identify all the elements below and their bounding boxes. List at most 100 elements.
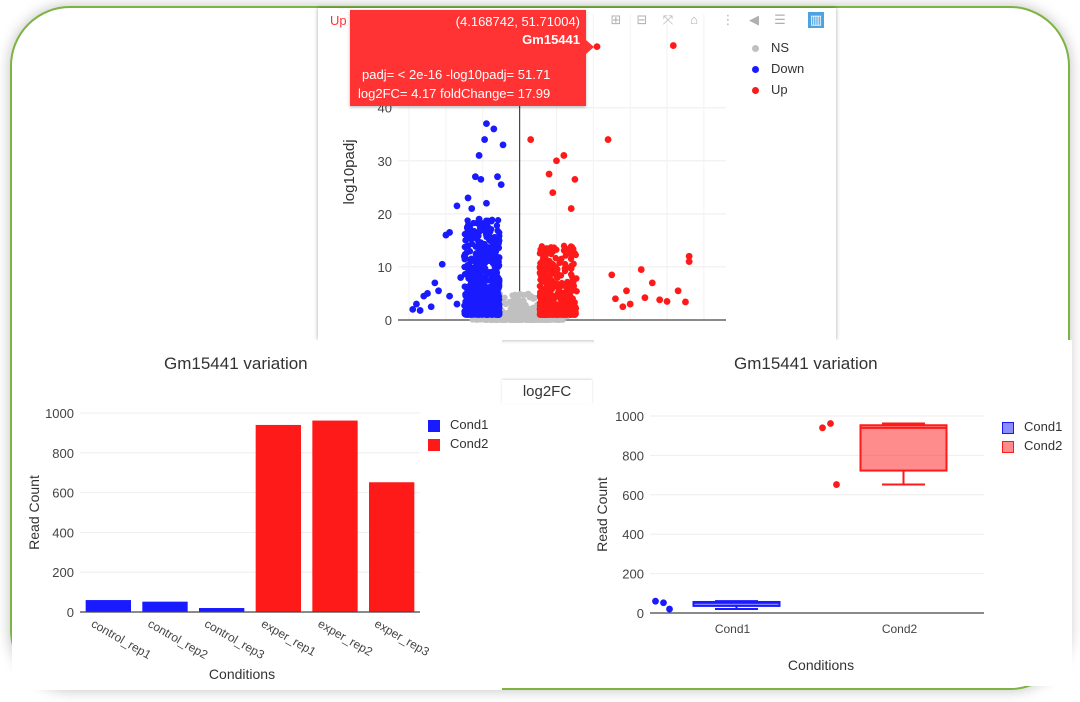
- volcano-point-down: [495, 229, 503, 236]
- volcano-point-down: [438, 260, 446, 268]
- volcano-point-down: [471, 296, 478, 303]
- box-plot-svg[interactable]: 0 200 400 600 800 1000 Cond1 Cond2 Conditions Rea…: [594, 340, 1072, 686]
- volcano-point-up: [536, 307, 544, 314]
- volcano-point-ns: [473, 316, 480, 323]
- volcano-point-down: [463, 235, 471, 242]
- spike-lines-icon[interactable]: ⋮: [721, 12, 735, 27]
- box-legend-cond2[interactable]: Cond2: [1002, 438, 1062, 453]
- volcano-point-down: [480, 278, 488, 285]
- volcano-point-up: [562, 298, 569, 306]
- volcano-point-down: [483, 120, 490, 128]
- volcano-point-down: [416, 307, 424, 314]
- volcano-point-up: [558, 305, 565, 313]
- volcano-point-up: [567, 243, 575, 250]
- volcano-point-up: [567, 271, 575, 278]
- volcano-point-down: [485, 268, 492, 276]
- volcano-point-down: [472, 235, 480, 242]
- volcano-point-down: [470, 272, 477, 279]
- volcano-point-down: [483, 221, 490, 228]
- volcano-point-down: [462, 292, 469, 299]
- volcano-point-down: [463, 297, 471, 305]
- volcano-point-up: [548, 250, 555, 258]
- hover-closest-icon[interactable]: ◀: [749, 12, 759, 27]
- volcano-point-down: [472, 250, 479, 257]
- volcano-point-down: [457, 274, 465, 281]
- autoscale-icon[interactable]: ⤧: [662, 12, 674, 27]
- volcano-point-down: [471, 173, 479, 181]
- volcano-point-down: [495, 244, 503, 252]
- volcano-point-down: [489, 279, 496, 286]
- box-y-tick-label: 0: [637, 606, 644, 621]
- bar-control_rep2: [142, 601, 188, 612]
- bar-chart-panel[interactable]: Gm15441 variation 0 200 400 600 800 1000 contr…: [12, 340, 502, 690]
- volcano-point-up: [656, 296, 664, 304]
- volcano-point-up: [560, 242, 568, 250]
- volcano-point-down: [494, 259, 502, 267]
- volcano-point-ns: [509, 312, 516, 319]
- volcano-point-up: [573, 288, 580, 295]
- box-plot-title: Gm15441 variation: [734, 354, 878, 373]
- legend-up[interactable]: Up: [752, 82, 788, 97]
- legend-ns[interactable]: NS: [752, 40, 789, 55]
- volcano-point-down: [497, 181, 505, 189]
- volcano-plot-svg[interactable]: 0102030400log10padj: [318, 8, 836, 340]
- volcano-point-up: [561, 267, 569, 275]
- box-y-axis-label: Read Count: [594, 477, 610, 552]
- volcano-point-down: [489, 296, 496, 303]
- bar-x-tick-label: exper_rep2: [316, 616, 376, 659]
- box-legend-cond1[interactable]: Cond1: [1002, 419, 1062, 434]
- volcano-point-up: [568, 281, 575, 289]
- bar-chart-title: Gm15441 variation: [164, 354, 308, 373]
- volcano-point-up: [612, 295, 619, 303]
- volcano-point-down: [499, 141, 507, 149]
- volcano-point-ns: [509, 301, 516, 308]
- volcano-point-down: [477, 175, 485, 183]
- volcano-point-down: [494, 173, 501, 181]
- volcano-point-down: [494, 292, 501, 299]
- bar-legend-cond2-swatch: [428, 438, 440, 451]
- volcano-point-down: [435, 287, 442, 295]
- bar-legend-cond1[interactable]: Cond1: [428, 417, 488, 432]
- volcano-point-ns: [527, 316, 534, 323]
- volcano-point-down: [446, 292, 453, 300]
- box-y-tick-label: 400: [622, 527, 644, 542]
- bar-y-tick-label: 800: [52, 446, 74, 461]
- volcano-point-up: [637, 266, 645, 273]
- legend-down[interactable]: Down: [752, 61, 804, 76]
- volcano-point-down: [431, 279, 439, 287]
- bar-chart-svg[interactable]: 02004006008001000control_rep1control_rep…: [12, 340, 502, 690]
- volcano-point-up: [553, 283, 560, 290]
- box-y-tick-label: 800: [622, 448, 644, 463]
- hover-compare-icon[interactable]: ☰: [774, 12, 786, 27]
- box-Cond2: [859, 424, 948, 472]
- plotly-logo-icon[interactable]: ▥: [808, 12, 824, 28]
- volcano-point-up: [569, 304, 577, 311]
- volcano-point-down: [479, 267, 486, 275]
- volcano-point-up: [569, 310, 576, 317]
- box-point-Cond2: [827, 420, 834, 427]
- volcano-point-up: [545, 170, 553, 178]
- bar-x-tick-label: control_rep2: [146, 616, 211, 662]
- volcano-point-down: [461, 283, 468, 290]
- volcano-point-ns: [516, 292, 523, 299]
- volcano-point-up: [619, 303, 627, 311]
- volcano-point-down: [481, 136, 489, 143]
- volcano-point-down: [483, 199, 490, 207]
- box-plot-panel[interactable]: Gm15441 variation 0 200 400 600 800 1000 Cond1…: [594, 340, 1072, 686]
- home-icon[interactable]: ⌂: [690, 12, 698, 27]
- volcano-point-down: [494, 299, 502, 306]
- volcano-point-up: [537, 263, 544, 271]
- volcano-point-up: [561, 260, 569, 268]
- box-y-tick-label: 600: [622, 488, 644, 503]
- zoom-in-icon[interactable]: ⊞: [610, 12, 622, 27]
- box-y-tick-label: 200: [622, 567, 644, 582]
- volcano-point-up: [568, 251, 575, 258]
- volcano-point-down: [453, 202, 461, 210]
- volcano-point-up: [545, 280, 552, 288]
- volcano-point-down: [427, 303, 435, 311]
- bar-exper_rep3: [369, 482, 415, 612]
- zoom-out-icon[interactable]: ⊟: [636, 12, 648, 27]
- bar-legend-cond2[interactable]: Cond2: [428, 436, 488, 451]
- volcano-point-up: [558, 279, 565, 287]
- volcano-point-up: [556, 259, 563, 267]
